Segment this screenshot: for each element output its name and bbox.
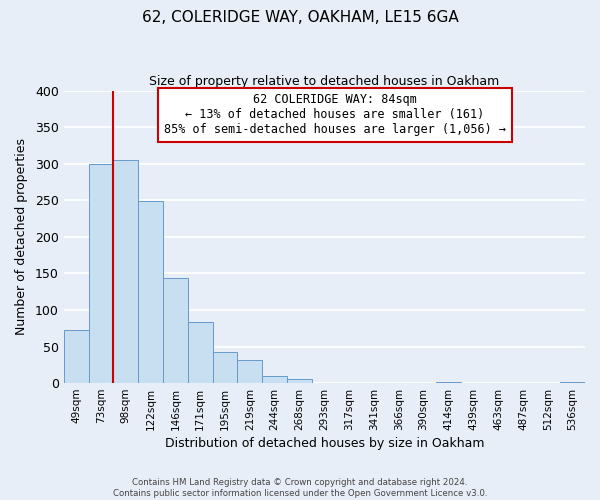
- Y-axis label: Number of detached properties: Number of detached properties: [15, 138, 28, 336]
- Bar: [113, 160, 138, 383]
- X-axis label: Distribution of detached houses by size in Oakham: Distribution of detached houses by size …: [164, 437, 484, 450]
- Bar: [212, 352, 238, 383]
- Text: 62, COLERIDGE WAY, OAKHAM, LE15 6GA: 62, COLERIDGE WAY, OAKHAM, LE15 6GA: [142, 10, 458, 25]
- Text: 62 COLERIDGE WAY: 84sqm
← 13% of detached houses are smaller (161)
85% of semi-d: 62 COLERIDGE WAY: 84sqm ← 13% of detache…: [164, 94, 506, 136]
- Bar: [188, 322, 212, 383]
- Bar: [138, 201, 163, 383]
- Text: Contains HM Land Registry data © Crown copyright and database right 2024.
Contai: Contains HM Land Registry data © Crown c…: [113, 478, 487, 498]
- Title: Size of property relative to detached houses in Oakham: Size of property relative to detached ho…: [149, 75, 499, 88]
- Bar: [262, 376, 287, 383]
- Bar: [64, 330, 89, 383]
- Bar: [287, 378, 312, 383]
- Bar: [163, 278, 188, 383]
- Bar: [238, 360, 262, 383]
- Bar: [89, 164, 113, 383]
- Bar: [560, 382, 585, 383]
- Bar: [436, 382, 461, 383]
